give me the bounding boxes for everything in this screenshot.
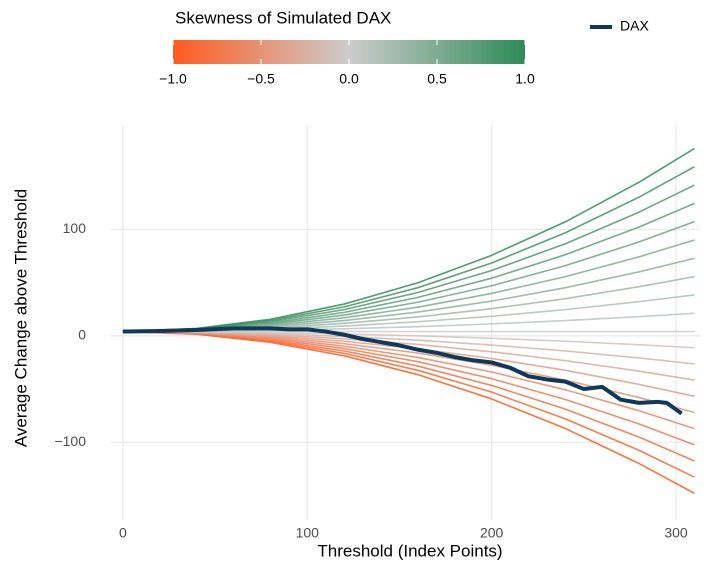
- y-axis-title: Average Change above Threshold: [11, 189, 30, 447]
- y-tick-label: 100: [63, 220, 87, 236]
- x-axis-title: Threshold (Index Points): [317, 541, 502, 560]
- x-tick-label: 0: [119, 525, 127, 541]
- colorbar-tick-label: 1.0: [515, 71, 535, 87]
- colorbar-tick-label: 0.5: [427, 71, 447, 87]
- simulation-line: [122, 166, 695, 333]
- y-tick-label: −100: [54, 433, 86, 449]
- simulation-line: [122, 184, 695, 333]
- legend-label: DAX: [620, 18, 649, 34]
- x-tick-label: 300: [664, 525, 688, 541]
- x-tick-label: 100: [296, 525, 320, 541]
- simulation-line: [122, 330, 695, 478]
- simulation-line: [122, 330, 695, 462]
- dax-line: [122, 326, 683, 416]
- x-tick-label: 200: [480, 525, 504, 541]
- simulation-line: [122, 147, 695, 333]
- simulation-line: [122, 202, 695, 333]
- y-tick-label: 0: [78, 327, 86, 343]
- colorbar-title: Skewness of Simulated DAX: [175, 8, 391, 27]
- colorbar-tick-label: −0.5: [247, 71, 275, 87]
- colorbar-tick-label: 0.0: [339, 71, 359, 87]
- colorbar-tick-label: −1.0: [159, 71, 187, 87]
